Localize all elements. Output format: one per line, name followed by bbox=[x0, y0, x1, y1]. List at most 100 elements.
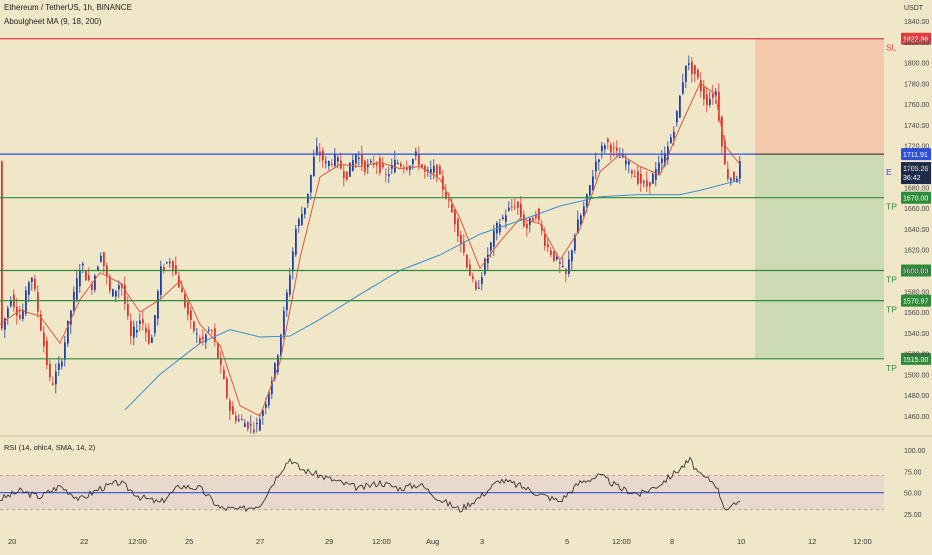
candle bbox=[382, 164, 384, 168]
candle bbox=[337, 157, 339, 162]
candle bbox=[649, 182, 651, 186]
candle bbox=[70, 310, 72, 325]
candle bbox=[667, 146, 669, 160]
candle bbox=[427, 169, 429, 171]
candle bbox=[457, 219, 459, 237]
candle bbox=[292, 251, 294, 272]
candle bbox=[487, 254, 489, 264]
candle bbox=[535, 214, 537, 219]
candle bbox=[7, 308, 9, 318]
price-tick-label: 1720.00 bbox=[904, 144, 929, 151]
candle bbox=[277, 355, 279, 373]
candle bbox=[181, 288, 183, 293]
candle bbox=[289, 275, 291, 295]
price-tick-label: 1660.00 bbox=[904, 206, 929, 213]
candle bbox=[565, 268, 567, 274]
symbol-title: Ethereum / TetherUS, 1h, BINANCE bbox=[4, 3, 132, 12]
candle bbox=[235, 415, 237, 422]
candle bbox=[133, 326, 135, 338]
candle bbox=[412, 159, 414, 165]
candle bbox=[640, 174, 642, 184]
candle bbox=[82, 263, 84, 266]
candle bbox=[232, 406, 234, 415]
candle bbox=[604, 145, 606, 150]
candle bbox=[226, 378, 228, 398]
candle bbox=[85, 271, 87, 281]
take-profit-price-tag-3: 1570.97 bbox=[903, 299, 928, 306]
candle bbox=[367, 164, 369, 168]
candle bbox=[439, 166, 441, 175]
candle bbox=[421, 164, 423, 168]
price-tick-label: 1700.00 bbox=[904, 165, 929, 172]
candle bbox=[124, 284, 126, 304]
candle bbox=[286, 292, 288, 311]
candle bbox=[172, 261, 174, 270]
candle bbox=[331, 163, 333, 165]
take-profit-price-tag-2: 1600.00 bbox=[903, 268, 928, 275]
candle bbox=[46, 340, 48, 366]
candle bbox=[385, 173, 387, 175]
candle bbox=[169, 261, 171, 264]
candle bbox=[706, 94, 708, 106]
candle bbox=[475, 281, 477, 290]
candle bbox=[100, 256, 102, 262]
candle bbox=[301, 213, 303, 226]
candle bbox=[394, 159, 396, 173]
candle bbox=[160, 266, 162, 295]
candle bbox=[109, 276, 111, 291]
candle bbox=[580, 215, 582, 225]
candle bbox=[586, 194, 588, 207]
entry-price-tag-bg bbox=[901, 162, 931, 185]
candle bbox=[79, 270, 81, 287]
candle bbox=[697, 69, 699, 78]
candle bbox=[25, 290, 27, 314]
candle bbox=[22, 309, 24, 319]
time-tick-label: Aug bbox=[426, 537, 439, 546]
candle bbox=[190, 310, 192, 320]
candle bbox=[577, 219, 579, 234]
candle bbox=[274, 363, 276, 379]
stop-loss-zone bbox=[755, 38, 884, 155]
price-tick-label: 1540.00 bbox=[904, 331, 929, 338]
candle bbox=[658, 162, 660, 174]
price-tick-label: 1520.00 bbox=[904, 352, 929, 359]
candle bbox=[280, 334, 282, 356]
candle bbox=[139, 320, 141, 324]
candle bbox=[208, 329, 210, 331]
time-tick-label: 12 bbox=[808, 537, 816, 546]
candle bbox=[49, 363, 51, 378]
candle bbox=[334, 153, 336, 166]
candle bbox=[559, 261, 561, 264]
candle bbox=[244, 423, 246, 427]
candle bbox=[400, 163, 402, 167]
candle bbox=[175, 265, 177, 275]
candle bbox=[304, 207, 306, 215]
current-price-tag: 1711.91 bbox=[903, 152, 928, 159]
candle bbox=[193, 321, 195, 332]
candle bbox=[679, 95, 681, 118]
candle bbox=[34, 278, 36, 290]
time-tick-label: 29 bbox=[325, 537, 333, 546]
rsi-line bbox=[0, 456, 740, 513]
candle bbox=[490, 242, 492, 251]
candle bbox=[589, 185, 591, 196]
countdown-tag: 36:42 bbox=[903, 175, 921, 182]
candle bbox=[217, 343, 219, 358]
candle bbox=[532, 217, 534, 222]
candle bbox=[709, 99, 711, 105]
candle bbox=[28, 282, 30, 295]
candle bbox=[1, 161, 3, 329]
candle bbox=[127, 304, 129, 317]
candle bbox=[103, 251, 105, 267]
current-price-tag-bg bbox=[901, 148, 931, 161]
candle bbox=[601, 145, 603, 152]
candle bbox=[43, 332, 45, 347]
take-profit-price-tag-2-bg bbox=[901, 264, 931, 277]
candle bbox=[661, 158, 663, 164]
candle bbox=[388, 174, 390, 177]
candle bbox=[691, 61, 693, 75]
candle bbox=[724, 140, 726, 165]
candle bbox=[712, 93, 714, 98]
candle bbox=[229, 400, 231, 411]
